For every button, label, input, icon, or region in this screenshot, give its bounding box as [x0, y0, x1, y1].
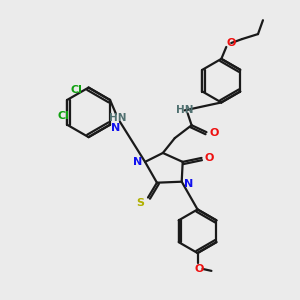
Text: HN: HN: [109, 113, 127, 123]
Text: Cl: Cl: [57, 111, 69, 121]
Text: S: S: [136, 197, 144, 208]
Text: O: O: [205, 153, 214, 163]
Text: O: O: [226, 38, 236, 48]
Text: O: O: [195, 264, 204, 274]
Text: N: N: [111, 123, 121, 133]
Text: N: N: [134, 157, 143, 167]
Text: N: N: [184, 179, 193, 189]
Text: O: O: [210, 128, 219, 138]
Text: HN: HN: [176, 105, 194, 116]
Text: Cl: Cl: [71, 85, 82, 94]
